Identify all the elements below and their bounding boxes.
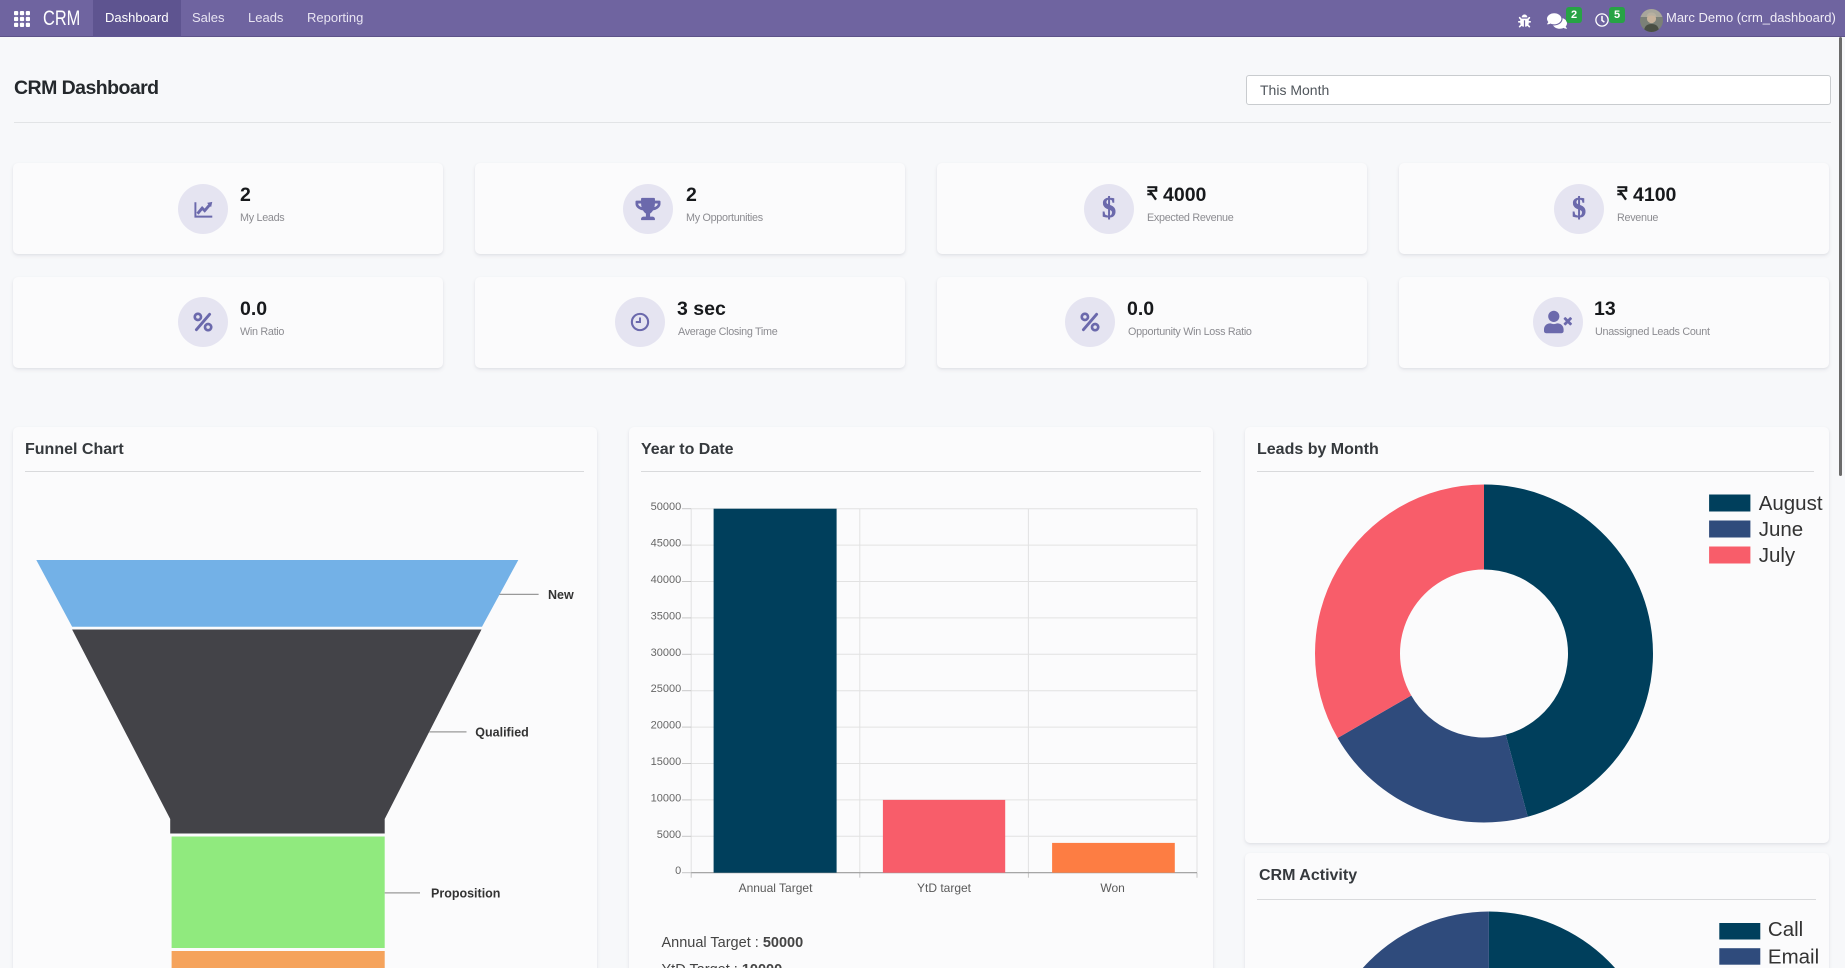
svg-text:35000: 35000: [651, 610, 682, 622]
svg-text:15000: 15000: [651, 756, 682, 768]
svg-text:Proposition: Proposition: [431, 886, 500, 900]
svg-text:5000: 5000: [657, 829, 681, 841]
svg-text:New: New: [548, 588, 574, 602]
svg-text:Annual Target: Annual Target: [739, 881, 814, 895]
svg-text:Won: Won: [1100, 881, 1124, 895]
svg-text:YtD target: YtD target: [917, 881, 972, 895]
svg-text:July: July: [1759, 544, 1796, 567]
svg-text:30000: 30000: [651, 647, 682, 659]
svg-text:August: August: [1759, 492, 1823, 515]
svg-text:25000: 25000: [651, 683, 682, 695]
svg-text:45000: 45000: [651, 538, 682, 550]
svg-text:Call: Call: [1768, 918, 1803, 941]
svg-text:Annual Target : 50000: Annual Target : 50000: [662, 935, 804, 951]
svg-text:0: 0: [675, 865, 681, 877]
svg-text:20000: 20000: [651, 720, 682, 732]
svg-text:Qualified: Qualified: [475, 725, 528, 739]
svg-text:Email: Email: [1768, 946, 1819, 968]
svg-text:50000: 50000: [651, 501, 682, 513]
svg-text:10000: 10000: [651, 792, 682, 804]
svg-text:40000: 40000: [651, 574, 682, 586]
svg-text:June: June: [1759, 518, 1803, 541]
svg-text:YtD Target : 10000: YtD Target : 10000: [662, 962, 783, 968]
